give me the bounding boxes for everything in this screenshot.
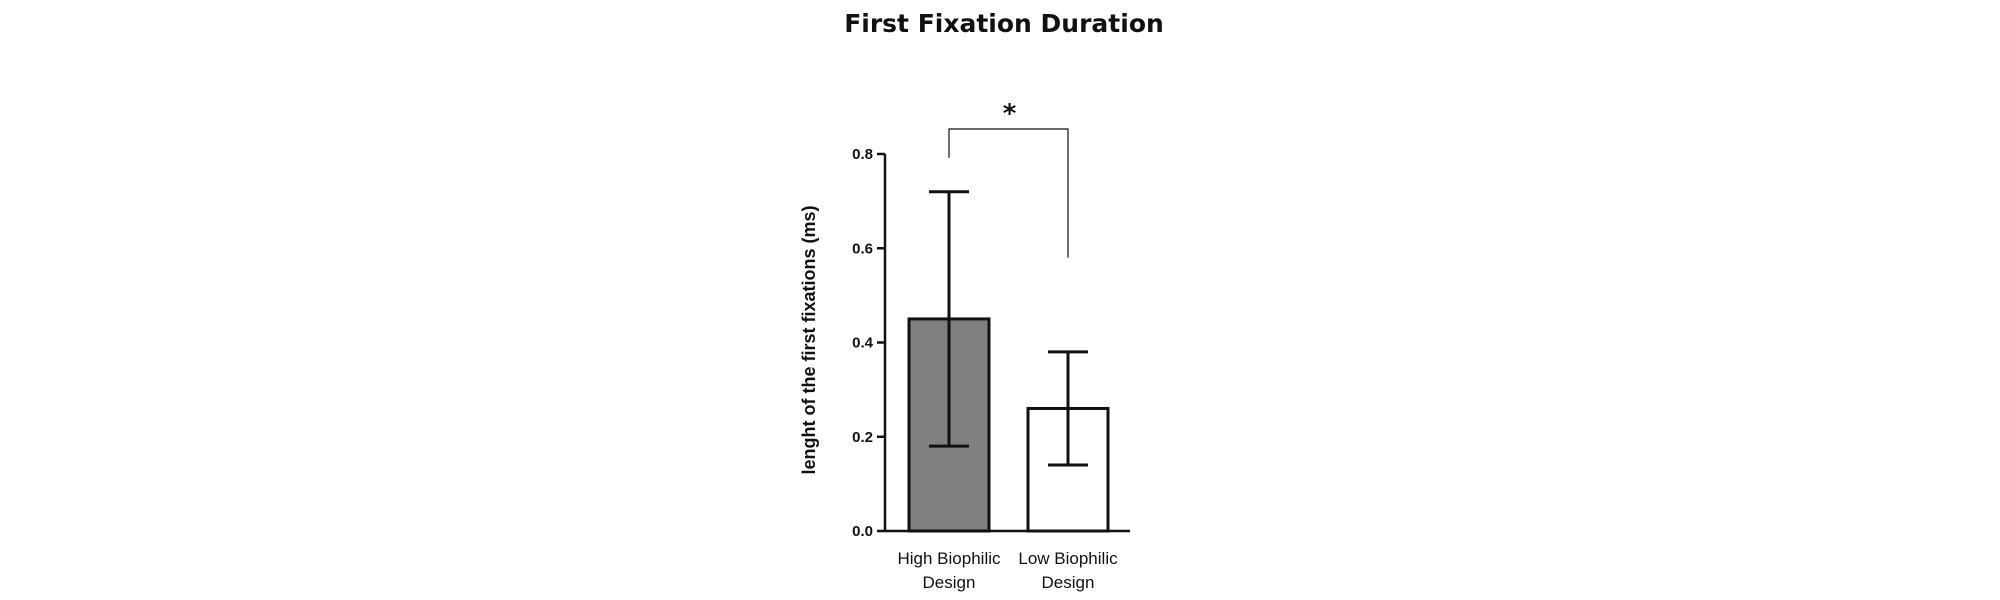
y-axis-label: lenght of the first fixations (ms) (799, 205, 819, 474)
category-label-line1: Low Biophilic (1018, 549, 1118, 568)
category-label-line2: Design (1042, 573, 1095, 592)
significance-marker: * (1003, 99, 1017, 129)
error-bars (929, 190, 1088, 467)
y-tick-label: 0.2 (852, 429, 873, 446)
chart-title: First Fixation Duration (844, 9, 1164, 38)
category-label-line2: Design (923, 573, 976, 592)
y-tick-label: 0.8 (852, 146, 873, 163)
y-tick-label: 0.4 (852, 335, 874, 352)
significance-bracket: * (948, 99, 1069, 258)
significance-bracket-line (948, 128, 1069, 258)
y-tick-label: 0.6 (852, 240, 873, 257)
y-tick-label: 0.0 (852, 523, 873, 540)
category-label-line1: High Biophilic (898, 549, 1001, 568)
category-labels: High Biophilic Design Low Biophilic Design (898, 549, 1119, 592)
